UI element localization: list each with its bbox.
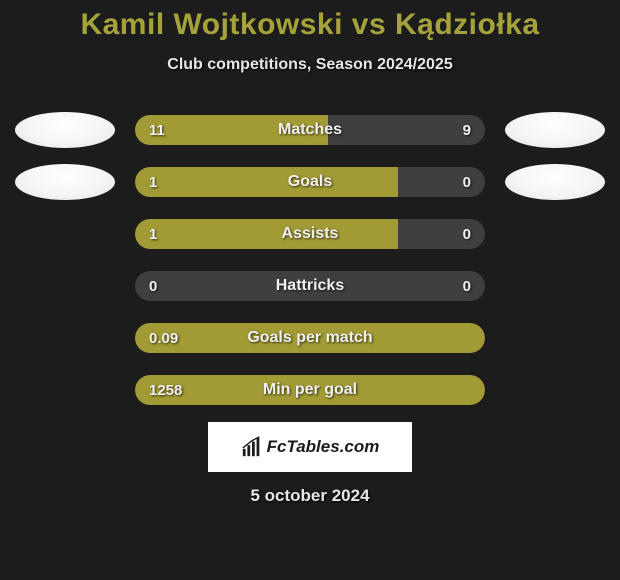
card-title: Kamil Wojtkowski vs Kądziołka xyxy=(0,8,620,42)
stat-value-right: 0 xyxy=(463,271,471,301)
stat-row: Matches11 9 xyxy=(0,112,620,148)
spacer xyxy=(15,216,115,252)
stat-label: Matches xyxy=(135,115,485,145)
stat-label: Min per goal xyxy=(135,375,485,405)
spacer xyxy=(505,216,605,252)
spacer xyxy=(15,372,115,408)
stat-row: Hattricks0 0 xyxy=(0,268,620,304)
card-date: 5 october 2024 xyxy=(0,486,620,506)
stat-row: Assists1 0 xyxy=(0,216,620,252)
stat-value-left: 0 xyxy=(149,271,157,301)
stat-rows: Matches119Goals10Assists10Hattricks00Goa… xyxy=(0,112,620,408)
card-subtitle: Club competitions, Season 2024/2025 xyxy=(0,56,620,74)
stat-label: Goals xyxy=(135,167,485,197)
player-avatar-left xyxy=(15,164,115,200)
stat-label: Goals per match xyxy=(135,323,485,353)
stat-value-right: 0 xyxy=(463,167,471,197)
stat-value-right: 9 xyxy=(463,115,471,145)
player-avatar-right xyxy=(505,112,605,148)
stat-value-left: 11 xyxy=(149,115,165,145)
stat-bar: Goals per match0.09 xyxy=(135,323,485,353)
stat-bar: Assists1 0 xyxy=(135,219,485,249)
stat-bar: Min per goal1258 xyxy=(135,375,485,405)
comparison-card: Kamil Wojtkowski vs Kądziołka Club compe… xyxy=(0,0,620,506)
stat-row: Min per goal1258 xyxy=(0,372,620,408)
logo-text: FcTables.com xyxy=(267,437,380,457)
stat-bar: Goals1 0 xyxy=(135,167,485,197)
source-logo: FcTables.com xyxy=(208,422,412,472)
stat-bar: Hattricks0 0 xyxy=(135,271,485,301)
player-avatar-left xyxy=(15,112,115,148)
spacer xyxy=(15,320,115,356)
spacer xyxy=(505,372,605,408)
stat-bar: Matches11 9 xyxy=(135,115,485,145)
spacer xyxy=(15,268,115,304)
spacer xyxy=(505,320,605,356)
spacer xyxy=(505,268,605,304)
logo-icon xyxy=(241,436,263,458)
stat-value-right: 0 xyxy=(463,219,471,249)
stat-row: Goals1 0 xyxy=(0,164,620,200)
stat-value-left: 1258 xyxy=(149,375,182,405)
stat-label: Hattricks xyxy=(135,271,485,301)
stat-value-left: 1 xyxy=(149,219,157,249)
stat-row: Goals per match0.09 xyxy=(0,320,620,356)
stat-value-left: 0.09 xyxy=(149,323,178,353)
stat-value-left: 1 xyxy=(149,167,157,197)
stat-label: Assists xyxy=(135,219,485,249)
player-avatar-right xyxy=(505,164,605,200)
